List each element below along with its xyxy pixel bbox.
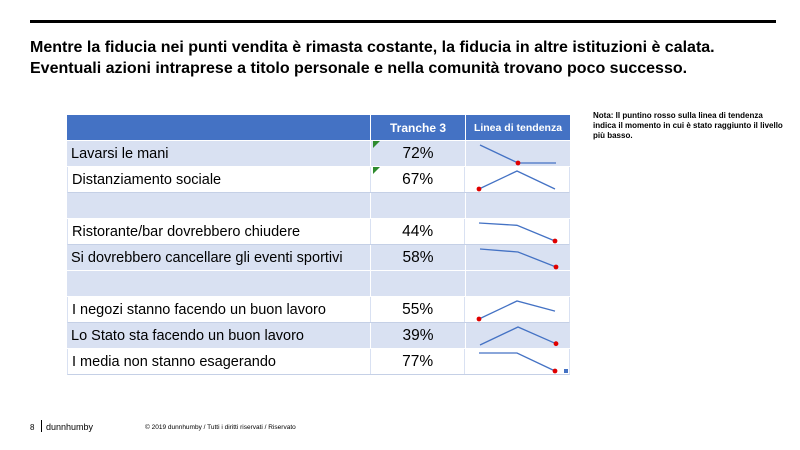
lowest-point-dot	[477, 316, 482, 322]
table-spacer-row	[67, 271, 570, 297]
row-value: 39%	[370, 323, 465, 348]
row-label: Ristorante/bar dovrebbero chiudere	[72, 224, 301, 240]
row-value-text: 67%	[402, 171, 434, 188]
page-title: Mentre la fiducia nei punti vendita è ri…	[30, 37, 780, 79]
trend-sparkline	[465, 323, 570, 348]
sparkline-svg	[479, 326, 559, 347]
sparkline-svg	[479, 248, 559, 270]
comment-flag-icon	[372, 167, 380, 174]
table-row: Distanziamento sociale 67%	[67, 167, 570, 193]
lowest-point-dot	[477, 186, 482, 192]
row-value-text: 55%	[402, 301, 434, 318]
row-value: 58%	[370, 245, 465, 270]
table-body: Lavarsi le mani 72% Distanziamento sociale…	[67, 141, 570, 375]
table-row: Ristorante/bar dovrebbero chiudere 44%	[67, 219, 570, 245]
row-value: 72%	[370, 141, 465, 166]
table-row: I media non stanno esagerando 77%	[67, 349, 570, 375]
sparkline-svg	[479, 222, 558, 244]
trend-line	[479, 222, 556, 242]
sparkline-svg	[479, 352, 558, 374]
brand-name: dunnhumby	[46, 422, 94, 432]
table-header-row: Tranche 3 Linea di tendenza	[67, 115, 570, 141]
lowest-point-dot	[553, 238, 558, 244]
row-value-text: 77%	[402, 353, 434, 370]
row-value: 67%	[369, 167, 465, 192]
corner-marker-icon	[564, 369, 568, 373]
headline-line-2: Eventuali azioni intraprese a titolo per…	[30, 60, 688, 77]
header-trend-cell: Linea di tendenza	[465, 115, 570, 140]
row-label: Distanziamento sociale	[72, 172, 222, 188]
lowest-point-dot	[515, 160, 521, 166]
trend-sparkline	[464, 349, 569, 374]
trend-sparkline	[465, 141, 570, 166]
trend-sparkline	[464, 167, 569, 192]
table-row: Si dovrebbero cancellare gli eventi spor…	[67, 245, 570, 271]
copyright-text: © 2019 dunnhumby / Tutti i diritti riser…	[145, 424, 296, 431]
row-value-text: 58%	[402, 249, 434, 266]
comment-flag-icon	[373, 141, 380, 148]
sparkline-svg	[479, 144, 556, 166]
lowest-point-dot	[553, 264, 559, 270]
table-spacer-row	[67, 193, 570, 219]
trend-line	[479, 326, 557, 346]
row-label: I media non stanno esagerando	[72, 354, 276, 370]
trend-sparkline	[464, 297, 569, 322]
row-label: Lavarsi le mani	[71, 146, 169, 162]
page-number: 8	[30, 423, 35, 432]
trend-line	[479, 170, 556, 190]
trend-sparkline	[464, 219, 569, 244]
trend-line	[479, 248, 557, 268]
headline-line-1: Mentre la fiducia nei punti vendita è ri…	[30, 39, 715, 56]
footer-divider	[41, 420, 42, 432]
top-rule	[30, 20, 776, 23]
trend-note: Nota: Il puntino rosso sulla linea di te…	[593, 111, 783, 140]
lowest-point-dot	[553, 341, 559, 347]
trend-line	[479, 300, 556, 320]
trend-line	[479, 144, 556, 164]
row-label: Lo Stato sta facendo un buon lavoro	[71, 328, 304, 344]
table-row: Lo Stato sta facendo un buon lavoro 39%	[67, 323, 570, 349]
row-label: Si dovrebbero cancellare gli eventi spor…	[71, 250, 343, 266]
row-value: 55%	[369, 297, 465, 322]
row-value-text: 72%	[402, 145, 434, 162]
row-value: 44%	[369, 219, 465, 244]
header-tranche-cell: Tranche 3	[370, 115, 465, 140]
row-value-text: 44%	[402, 223, 434, 240]
table-row: I negozi stanno facendo un buon lavoro 55…	[67, 297, 570, 323]
trust-table: Tranche 3 Linea di tendenza Lavarsi le m…	[67, 115, 570, 375]
table-row: Lavarsi le mani 72%	[67, 141, 570, 167]
lowest-point-dot	[553, 368, 558, 374]
sparkline-svg	[477, 170, 556, 192]
trend-sparkline	[465, 245, 570, 270]
row-value-text: 39%	[402, 327, 434, 344]
trend-line	[479, 352, 556, 372]
header-label-cell	[67, 115, 370, 140]
row-value: 77%	[369, 349, 465, 374]
row-label: I negozi stanno facendo un buon lavoro	[72, 302, 326, 318]
sparkline-svg	[477, 300, 556, 322]
